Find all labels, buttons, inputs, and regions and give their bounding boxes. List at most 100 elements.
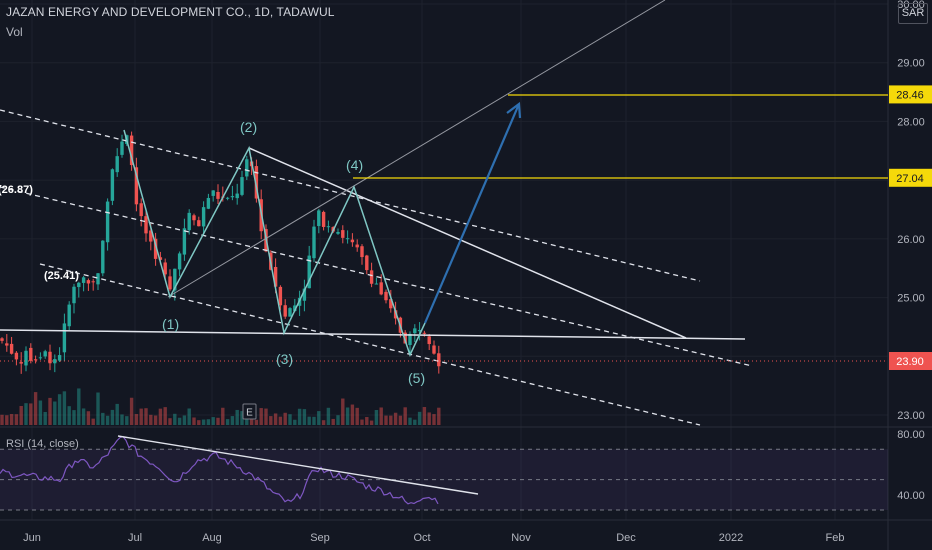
- candle-body: [5, 343, 9, 346]
- candle-body: [321, 211, 326, 227]
- candle-body: [149, 230, 153, 242]
- candle-body: [81, 277, 86, 283]
- volume-bar: [43, 411, 47, 425]
- candle-body: [53, 359, 57, 364]
- earnings-event-marker[interactable]: E: [242, 403, 257, 420]
- volume-bar: [254, 419, 259, 425]
- level-label-bg: [889, 168, 932, 187]
- volume-bar: [33, 392, 38, 425]
- candle-body: [374, 283, 379, 285]
- volume-bar: [163, 407, 167, 425]
- candle-body: [403, 332, 407, 344]
- rsi-line: [0, 435, 439, 505]
- rsi-tick-label: 80.00: [897, 429, 925, 441]
- volume-bar: [331, 418, 335, 425]
- volume-bar: [0, 414, 4, 425]
- candle-body: [101, 240, 105, 274]
- volume-legend[interactable]: Vol: [6, 25, 23, 39]
- volume-bar: [182, 415, 187, 425]
- candle-body: [173, 268, 177, 291]
- volume-bar: [14, 414, 19, 425]
- volume-bar: [57, 394, 62, 425]
- volume-bar: [221, 407, 225, 425]
- volume-bar: [216, 417, 220, 425]
- time-tick-label: Oct: [413, 532, 430, 544]
- volume-bar: [432, 414, 436, 425]
- volume-bar: [105, 415, 110, 425]
- projection-arrow[interactable]: [423, 103, 521, 324]
- price-tick-label: 30.00: [897, 0, 925, 11]
- volume-bar: [427, 412, 431, 425]
- support-line[interactable]: [0, 329, 746, 340]
- candlesticks: [0, 131, 441, 374]
- candle-body: [350, 239, 355, 243]
- candle-body: [192, 215, 196, 221]
- candle-body: [408, 333, 412, 345]
- candle-body: [389, 299, 393, 309]
- wave-label-4: (4): [346, 157, 363, 173]
- volume-bar: [422, 407, 427, 425]
- candle-body: [197, 220, 201, 227]
- candle-body: [57, 355, 62, 361]
- volume-bar: [264, 408, 268, 425]
- volume-bar: [273, 413, 278, 425]
- volume-bar: [134, 414, 139, 425]
- time-tick-label: Sep: [310, 532, 330, 544]
- candle-body: [48, 351, 52, 364]
- candle-body: [33, 359, 38, 361]
- candle-body: [182, 228, 187, 255]
- candle-body: [9, 343, 14, 354]
- trendline-descending[interactable]: [248, 147, 687, 339]
- volume-bar: [235, 409, 239, 425]
- volume-bar: [91, 418, 95, 425]
- time-tick-label: Nov: [511, 532, 531, 544]
- volume-bar: [5, 415, 9, 425]
- candle-body: [283, 305, 287, 317]
- volume-bar: [389, 415, 393, 425]
- rsi-pane: RSI (14, close): [0, 435, 888, 511]
- volume-bar: [408, 417, 412, 425]
- candle-body: [216, 191, 220, 199]
- candle-body: [278, 286, 283, 306]
- candle-body: [365, 255, 369, 271]
- volume-bar: [437, 407, 441, 425]
- price-tick-label: 23.00: [897, 410, 925, 422]
- drawings[interactable]: [0, 0, 888, 426]
- volume-bar: [110, 409, 115, 425]
- symbol-title[interactable]: JAZAN ENERGY AND DEVELOPMENT CO., 1D, TA…: [6, 5, 335, 19]
- trend-line-ascending[interactable]: [167, 0, 666, 298]
- candle-body: [86, 280, 91, 284]
- volume-bar: [379, 407, 383, 425]
- candle-body: [427, 336, 431, 345]
- volume-bar: [293, 419, 297, 425]
- volume-bar: [302, 409, 307, 425]
- volume-bar: [312, 416, 316, 425]
- candle-body: [417, 329, 422, 332]
- time-tick-label: Jun: [23, 532, 41, 544]
- volume-bar: [326, 407, 331, 425]
- channel-line-middle[interactable]: [0, 186, 753, 367]
- time-axis[interactable]: Jun Jul Aug Sep Oct Nov Dec 2022 Feb: [23, 532, 844, 544]
- volume-bar: [96, 392, 100, 425]
- candle-body: [129, 135, 134, 166]
- volume-bar: [259, 408, 263, 425]
- volume-bar: [101, 412, 105, 425]
- channel-line-lower[interactable]: [39, 263, 701, 426]
- candle-body: [29, 347, 33, 361]
- level-label-bg: [889, 85, 932, 104]
- time-tick-label: Dec: [616, 532, 636, 544]
- rsi-legend[interactable]: RSI (14, close): [6, 438, 79, 450]
- volume-bar: [393, 412, 398, 425]
- volume-bar: [341, 398, 345, 425]
- candle-body: [336, 231, 340, 234]
- price-axis[interactable]: 30.0029.0028.0027.0026.0025.0023.0028.46…: [889, 0, 932, 502]
- volume-bar: [77, 388, 81, 425]
- rsi-trendline[interactable]: [117, 435, 479, 495]
- elliott-wave-path[interactable]: [123, 129, 426, 358]
- volume-bar: [269, 416, 273, 425]
- volume-bar: [29, 403, 33, 425]
- wave-label-3: (3): [276, 351, 293, 367]
- candle-body: [317, 210, 321, 227]
- volume-bar: [81, 408, 86, 425]
